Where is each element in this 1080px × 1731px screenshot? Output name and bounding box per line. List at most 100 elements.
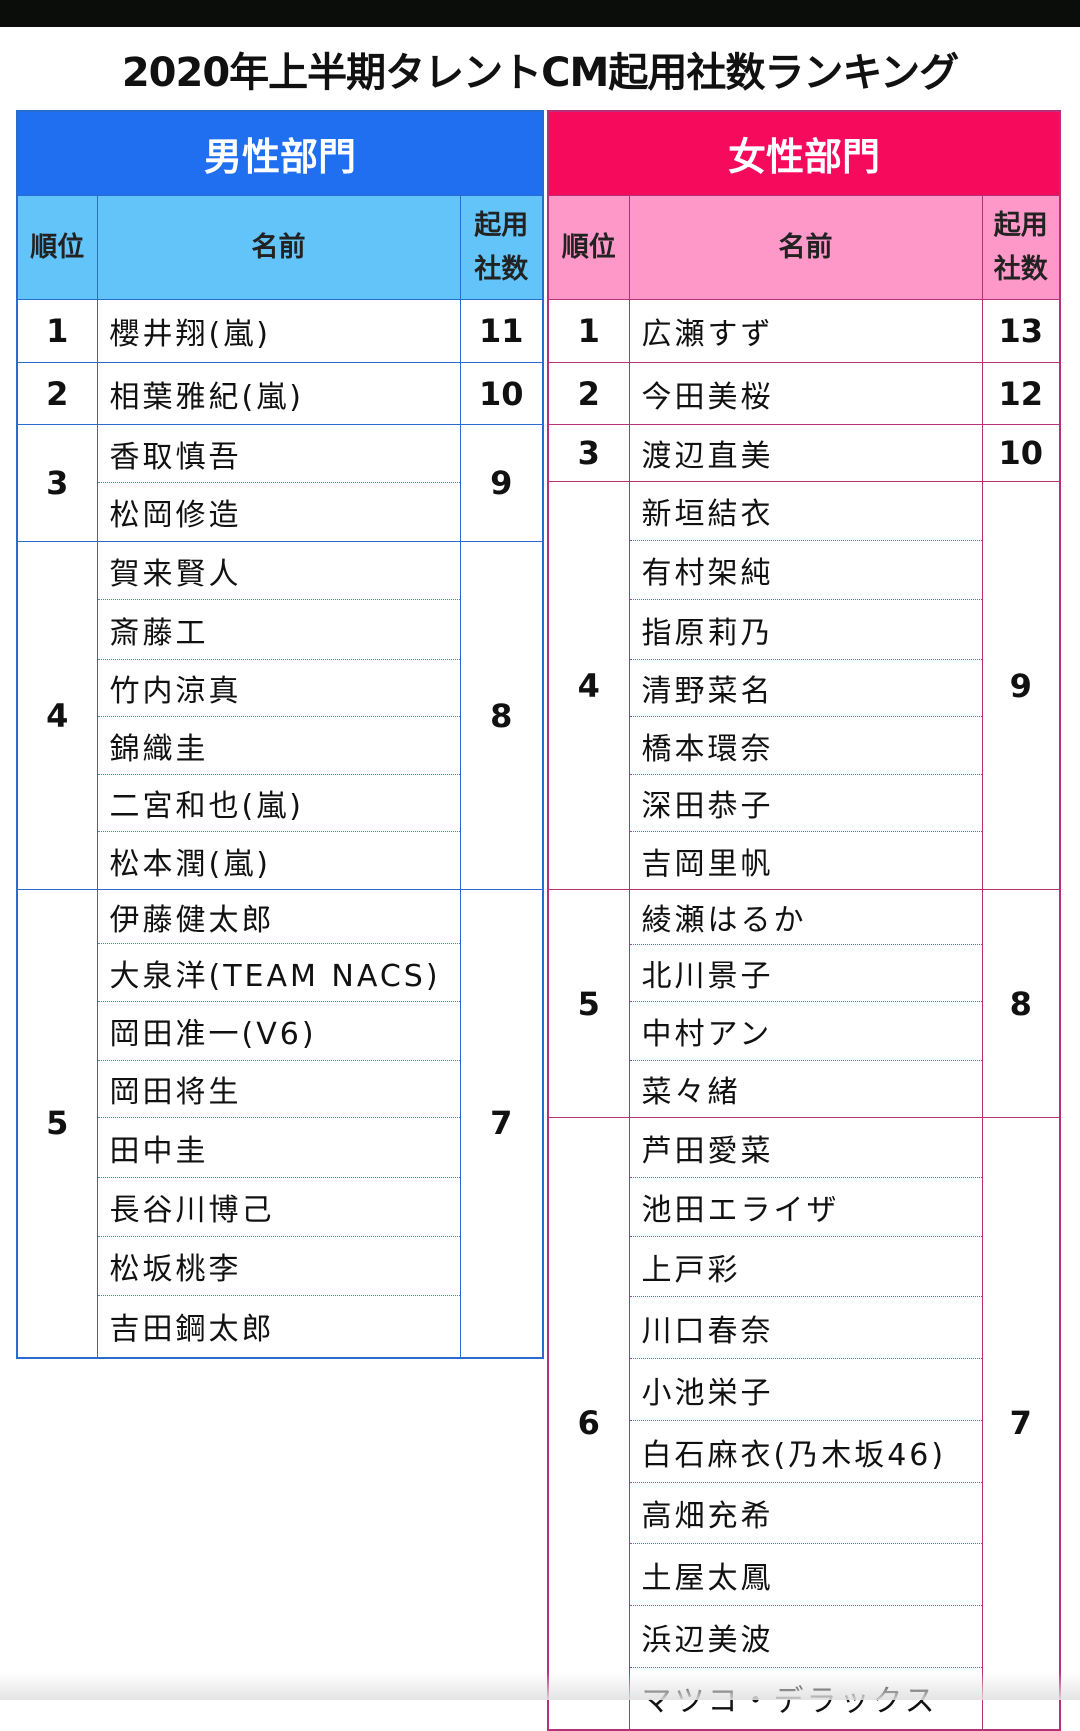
- page-title: 2020年上半期タレントCM起用社数ランキング: [121, 50, 959, 96]
- table-row: 橋本環奈: [548, 716, 1060, 775]
- count-cell: 8: [981, 889, 1061, 1118]
- name-cell: 池田エライザ: [628, 1177, 983, 1237]
- male-ranking-table: 男性部門 順位 名前 起用 社数 1 櫻井翔(嵐) 11 2 相葉雅紀(嵐) 10 3 香取慎吾…: [16, 110, 545, 1359]
- count-cell: 12: [981, 362, 1061, 425]
- count-header-line1: 起用: [993, 209, 1048, 241]
- table-row: 4 賀来賢人 8: [16, 541, 544, 890]
- table-row: 高畑充希: [548, 1482, 1060, 1544]
- count-header-line2: 社数: [993, 253, 1048, 285]
- name-cell: 香取慎吾: [96, 424, 461, 483]
- table-row: 吉田鋼太郎: [17, 1295, 543, 1358]
- rank-cell: 5: [16, 889, 98, 1358]
- name-cell: 二宮和也(嵐): [96, 774, 461, 832]
- name-cell: 田中圭: [96, 1117, 461, 1178]
- count-header: 起用 社数: [981, 195, 1061, 300]
- table-row: 2 相葉雅紀(嵐) 10: [16, 362, 544, 425]
- table-row: 3 渡辺直美 10: [547, 424, 1061, 482]
- table-row: 1 櫻井翔(嵐) 11: [16, 299, 544, 363]
- table-row: 小池栄子: [548, 1358, 1060, 1421]
- table-row: 大泉洋(TEAM NACS): [17, 943, 543, 1002]
- rank-header: 順位: [547, 195, 630, 300]
- table-row: 北川景子: [548, 944, 1060, 1002]
- table-row: 浜辺美波: [548, 1605, 1060, 1668]
- table-row: 5 綾瀬はるか 8: [547, 889, 1061, 1118]
- rank-cell: 2: [16, 362, 98, 425]
- table-row: 清野菜名: [548, 659, 1060, 717]
- table-row: 5 伊藤健太郎 7: [16, 889, 544, 1358]
- name-cell: 竹内涼真: [96, 659, 461, 717]
- name-cell: 松本潤(嵐): [96, 831, 461, 890]
- rank-cell: 2: [547, 362, 630, 425]
- count-cell: 10: [459, 362, 544, 425]
- name-cell: 菜々緒: [628, 1060, 983, 1118]
- name-cell: 北川景子: [628, 944, 983, 1002]
- table-row: 4 新垣結衣 9: [547, 481, 1061, 890]
- name-cell: 岡田将生: [96, 1060, 461, 1118]
- count-cell: 10: [981, 424, 1061, 482]
- name-cell: 浜辺美波: [628, 1605, 983, 1668]
- table-row: 深田恭子: [548, 774, 1060, 832]
- name-cell: 綾瀬はるか: [628, 889, 983, 945]
- table-row: 1 広瀬すず 13: [547, 299, 1061, 363]
- name-cell: 芦田愛菜: [628, 1117, 983, 1178]
- table-row: 斎藤工: [17, 599, 543, 660]
- name-header: 名前: [628, 195, 983, 300]
- name-cell: 松坂桃李: [96, 1236, 461, 1296]
- name-cell: 吉岡里帆: [628, 831, 983, 890]
- table-row: 岡田准一(V6): [17, 1001, 543, 1061]
- table-row: 上戸彩: [548, 1236, 1060, 1297]
- table-row: 錦織圭: [17, 716, 543, 775]
- name-cell: 広瀬すず: [628, 299, 983, 363]
- table-row: 白石麻衣(乃木坂46): [548, 1420, 1060, 1483]
- name-cell: 相葉雅紀(嵐): [96, 362, 461, 425]
- table-row: 田中圭: [17, 1117, 543, 1178]
- name-cell: 松岡修造: [96, 482, 461, 542]
- table-row: 6 芦田愛菜 7: [547, 1117, 1061, 1730]
- name-cell: 錦織圭: [96, 716, 461, 775]
- rank-cell: 6: [547, 1117, 630, 1730]
- male-section-header: 男性部門: [17, 111, 544, 196]
- table-row: 有村架純: [548, 540, 1060, 600]
- name-cell: 長谷川博己: [96, 1177, 461, 1237]
- bottom-fade: [0, 1672, 1080, 1700]
- count-header-line2: 社数: [474, 253, 529, 285]
- count-cell: 9: [981, 481, 1061, 890]
- table-row: 松岡修造: [17, 482, 543, 542]
- table-row: 吉岡里帆: [548, 831, 1060, 890]
- table-row: 指原莉乃: [548, 599, 1060, 660]
- name-cell: 岡田准一(V6): [96, 1001, 461, 1061]
- count-cell: 11: [459, 299, 544, 363]
- rank-cell: 4: [547, 481, 630, 890]
- rank-cell: 4: [16, 541, 98, 890]
- table-row: 池田エライザ: [548, 1177, 1060, 1237]
- count-header: 起用 社数: [459, 195, 544, 300]
- rank-cell: 1: [16, 299, 98, 363]
- table-row: 松本潤(嵐): [17, 831, 543, 890]
- table-row: 川口春奈: [548, 1296, 1060, 1359]
- table-row: 中村アン: [548, 1001, 1060, 1061]
- name-cell: 吉田鋼太郎: [96, 1295, 461, 1358]
- name-cell: 高畑充希: [628, 1482, 983, 1544]
- name-cell: 白石麻衣(乃木坂46): [628, 1420, 983, 1483]
- name-cell: 伊藤健太郎: [96, 889, 461, 944]
- rank-cell: 5: [547, 889, 630, 1118]
- rank-cell: 3: [16, 424, 98, 542]
- name-cell: 渡辺直美: [628, 424, 983, 482]
- female-ranking-table: 女性部門 順位 名前 起用 社数 1 広瀬すず 13 2 今田美桜 12 3 渡辺直美 10 4 新垣…: [547, 110, 1062, 1731]
- count-cell: 7: [981, 1117, 1061, 1730]
- table-row: 岡田将生: [17, 1060, 543, 1118]
- name-cell: 土屋太鳳: [628, 1543, 983, 1606]
- count-header-line1: 起用: [474, 209, 529, 241]
- top-bar: [0, 0, 1080, 27]
- name-cell: 大泉洋(TEAM NACS): [96, 943, 461, 1002]
- table-row: 二宮和也(嵐): [17, 774, 543, 832]
- name-cell: 斎藤工: [96, 599, 461, 660]
- table-row: 3 香取慎吾 9: [16, 424, 544, 542]
- table-row: 土屋太鳳: [548, 1543, 1060, 1606]
- name-cell: 川口春奈: [628, 1296, 983, 1359]
- count-cell: 7: [459, 889, 544, 1358]
- name-cell: 今田美桜: [628, 362, 983, 425]
- rank-cell: 1: [547, 299, 630, 363]
- name-header: 名前: [96, 195, 461, 300]
- name-cell: 賀来賢人: [96, 541, 461, 600]
